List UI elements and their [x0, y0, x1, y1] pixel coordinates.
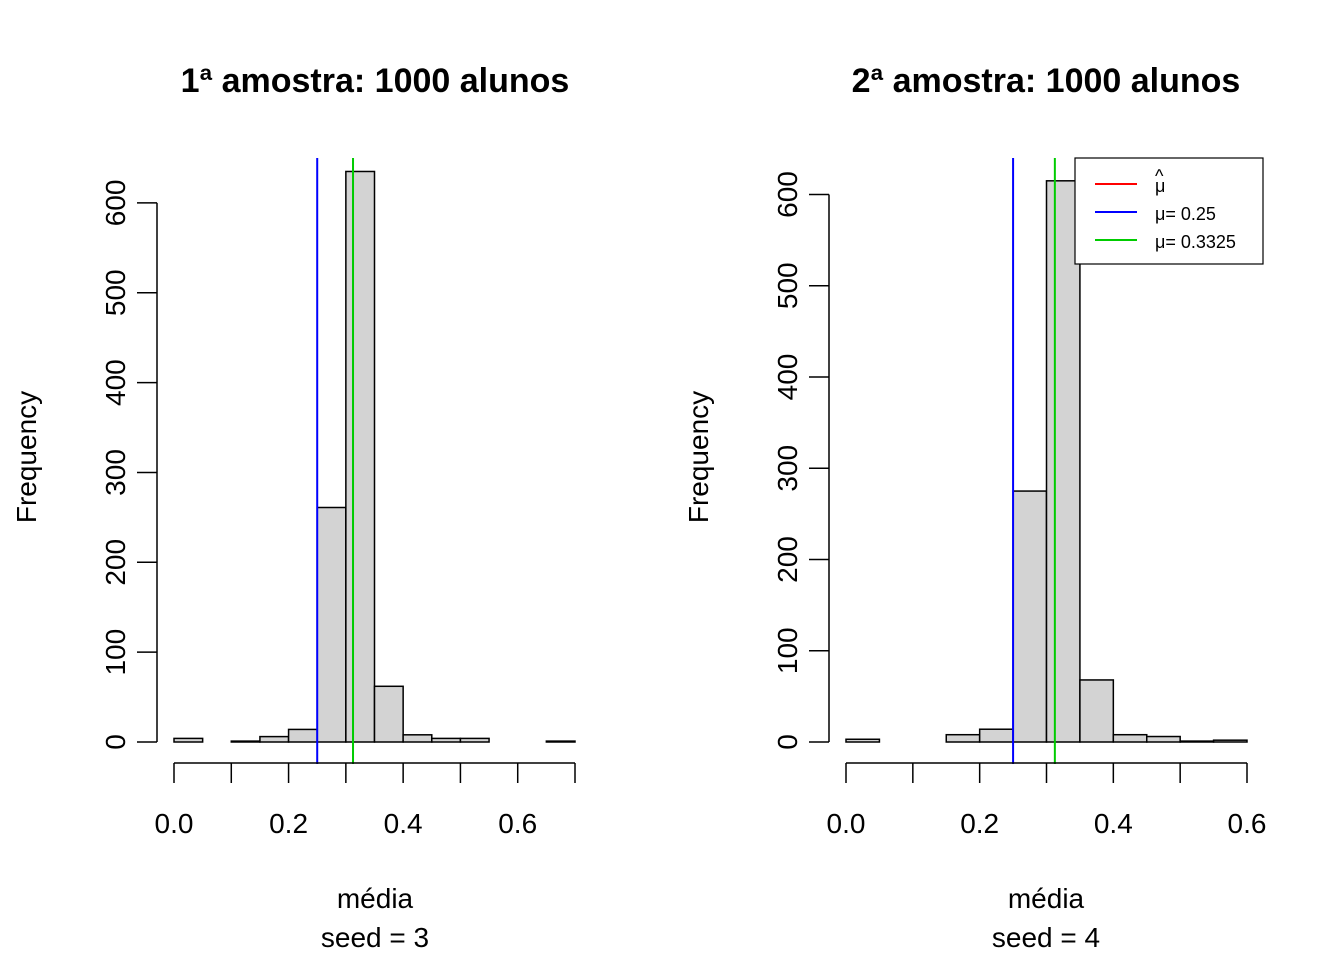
histogram-bar: [230, 740, 261, 743]
y-tick-label: 400: [100, 359, 131, 406]
y-tick-label: 200: [772, 536, 803, 583]
histogram-bar: [1179, 740, 1215, 743]
histogram-bar: [1212, 739, 1248, 743]
x-axis: 0.0 0.2 0.4 0.6: [827, 762, 1267, 839]
histogram-bar: [1045, 180, 1081, 743]
legend: ^μ μ= 0.25 μ= 0.3325: [1074, 157, 1264, 265]
chart-title: 1ª amostra: 1000 alunos: [181, 62, 570, 100]
histogram-bar: [402, 734, 433, 743]
x-axis-label: média: [337, 883, 414, 914]
histogram-bar: [316, 506, 347, 743]
y-tick-label: 200: [100, 539, 131, 586]
histogram-panel-1: 1ª amostra: 1000 alunos Frequency média …: [11, 62, 576, 953]
histogram-panel-2: 2ª amostra: 1000 alunos Frequency média …: [683, 62, 1266, 953]
x-axis-label: média: [1008, 883, 1085, 914]
x-tick-label: 0.0: [155, 808, 194, 839]
reference-lines: [316, 158, 355, 764]
histogram-bar: [431, 737, 462, 743]
y-tick-label: 600: [772, 171, 803, 218]
x-tick-label: 0.6: [1228, 808, 1267, 839]
chart-title: 2ª amostra: 1000 alunos: [852, 62, 1241, 100]
y-tick-label: 500: [772, 262, 803, 309]
legend-hat: ^: [1155, 166, 1164, 186]
x-tick-label: 0.4: [384, 808, 423, 839]
histogram-bar: [945, 733, 981, 743]
histogram-bar: [259, 735, 290, 743]
y-tick-label: 100: [772, 627, 803, 674]
y-tick-label: 600: [100, 180, 131, 227]
x-axis: 0.0 0.2 0.4 0.6: [155, 762, 576, 839]
y-axis: 0 100 200 300 400 500 600: [772, 171, 830, 750]
histogram-bar: [173, 737, 204, 743]
histogram-bar: [1079, 679, 1115, 743]
histogram-bar: [978, 728, 1014, 743]
histogram-bar: [1112, 733, 1148, 743]
histogram-bar: [845, 738, 881, 743]
histogram-bar: [545, 740, 576, 743]
y-tick-label: 300: [100, 449, 131, 496]
y-axis: 0 100 200 300 400 500 600: [100, 180, 158, 750]
legend-entry-label: μ= 0.3325: [1155, 232, 1236, 252]
reference-lines: [1012, 158, 1056, 764]
histogram-bar: [459, 737, 490, 743]
y-tick-label: 400: [772, 354, 803, 401]
bars: [173, 170, 576, 743]
y-tick-label: 100: [100, 629, 131, 676]
legend-entry-label: μ: [1155, 176, 1165, 196]
histogram-bar: [1012, 490, 1048, 743]
x-axis-sublabel: seed = 4: [992, 922, 1100, 953]
x-tick-label: 0.0: [827, 808, 866, 839]
y-axis-label: Frequency: [683, 391, 714, 523]
histogram-bar: [345, 170, 376, 743]
histogram-bar: [287, 728, 318, 743]
x-tick-label: 0.2: [960, 808, 999, 839]
histogram-bar: [1146, 735, 1181, 743]
legend-entry-label: μ= 0.25: [1155, 204, 1216, 224]
histogram-bar: [373, 685, 404, 743]
y-tick-label: 0: [100, 734, 131, 750]
x-tick-label: 0.6: [498, 808, 537, 839]
x-tick-label: 0.2: [269, 808, 308, 839]
y-tick-label: 300: [772, 445, 803, 492]
bars: [845, 180, 1248, 743]
x-axis-sublabel: seed = 3: [321, 922, 429, 953]
y-tick-label: 500: [100, 269, 131, 316]
y-axis-label: Frequency: [11, 391, 42, 523]
y-tick-label: 0: [772, 734, 803, 750]
x-tick-label: 0.4: [1094, 808, 1133, 839]
